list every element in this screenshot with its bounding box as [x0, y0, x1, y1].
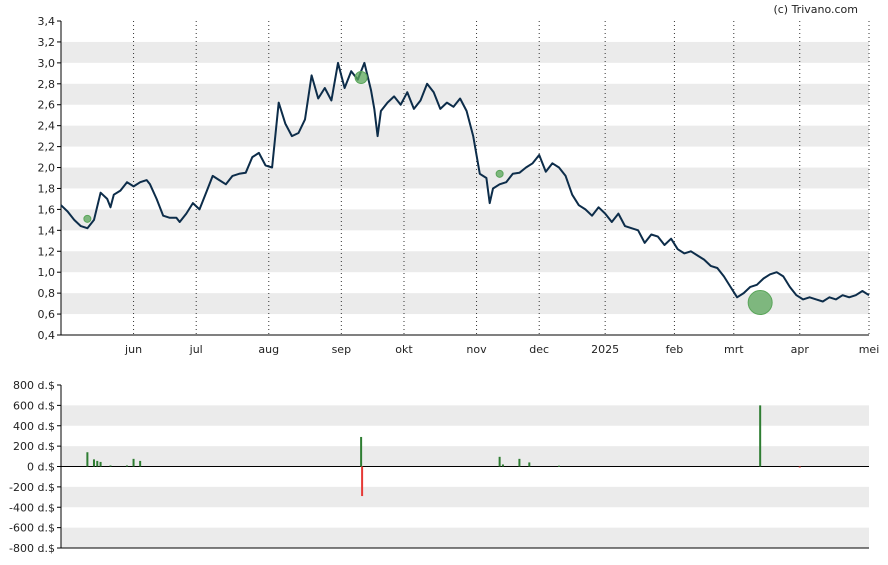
volume-bar: [109, 465, 112, 467]
x-tick-label: feb: [666, 343, 684, 356]
price-y-tick-label: 0,8: [38, 287, 56, 300]
x-tick-label: jul: [189, 343, 203, 356]
volume-y-tick-label: -400 d.$: [9, 501, 55, 514]
credit-text: (c) Trivano.com: [773, 3, 858, 16]
volume-y-tick-label: 800 d.$: [13, 379, 55, 392]
volume-bar: [86, 452, 89, 467]
volume-y-tick-label: -600 d.$: [9, 522, 55, 535]
price-y-tick-label: 3,4: [38, 15, 56, 28]
volume-bar: [125, 465, 128, 467]
x-tick-label: 2025: [591, 343, 619, 356]
volume-bar: [498, 456, 501, 467]
price-y-tick-label: 1,2: [38, 245, 56, 258]
volume-y-tick-label: -800 d.$: [9, 542, 55, 555]
price-y-tick-label: 1,4: [38, 224, 56, 237]
volume-bar: [92, 459, 95, 467]
volume-grid-band: [61, 446, 869, 467]
x-tick-label: dec: [529, 343, 549, 356]
price-y-tick-label: 2,6: [38, 99, 56, 112]
price-grid-band: [61, 251, 869, 273]
event-marker: [495, 169, 504, 178]
x-tick-label: aug: [258, 343, 279, 356]
x-tick-label: mrt: [724, 343, 744, 356]
x-tick-label: nov: [466, 343, 487, 356]
price-y-tick-label: 1,8: [38, 182, 56, 195]
volume-grid-band: [61, 405, 869, 426]
volume-bar: [518, 458, 521, 467]
volume-y-tick-label: 0 d.$: [27, 461, 55, 474]
volume-bar: [361, 466, 364, 497]
price-grid-band: [61, 209, 869, 231]
volume-bar: [139, 460, 142, 467]
event-marker: [83, 214, 92, 223]
volume-bar: [132, 458, 135, 467]
volume-bar: [360, 436, 363, 467]
volume-bar: [557, 465, 560, 467]
price-grid-band: [61, 125, 869, 147]
price-panel: jun jul aug sep okt nov dec 2025 feb mrt apr mei 3,4…: [38, 15, 880, 356]
price-y-tick-label: 2,4: [38, 120, 56, 133]
volume-panel: 800 d.$ 600 d.$ 400 d.$ 200 d.$ 0 d.$ -200 d.…: [9, 379, 869, 555]
price-y-tick-label: 2,8: [38, 78, 56, 91]
volume-y-tick-label: 200 d.$: [13, 440, 55, 453]
x-tick-label: jun: [124, 343, 142, 356]
volume-bar: [798, 466, 801, 468]
price-y-tick-label: 0,6: [38, 308, 56, 321]
volume-bar: [501, 464, 504, 467]
volume-grid-band: [61, 486, 869, 508]
price-y-tick-label: 1,0: [38, 266, 56, 279]
volume-y-tick-label: 400 d.$: [13, 420, 55, 433]
x-tick-label: apr: [791, 343, 810, 356]
volume-y-tick-label: -200 d.$: [9, 481, 55, 494]
price-series-line: [60, 61, 870, 303]
volume-bar: [96, 460, 99, 467]
price-y-tick-label: 3,0: [38, 57, 56, 70]
price-y-tick-label: 2,0: [38, 162, 56, 175]
price-y-tick-label: 1,6: [38, 203, 56, 216]
volume-bar: [759, 405, 762, 467]
volume-grid-band: [61, 527, 869, 548]
event-marker: [747, 290, 773, 316]
volume-y-tick-label: 600 d.$: [13, 399, 55, 412]
volume-bar: [528, 462, 531, 467]
x-tick-label: sep: [332, 343, 351, 356]
price-grid-band: [61, 83, 869, 105]
price-y-tick-label: 2,2: [38, 141, 56, 154]
event-marker: [354, 71, 368, 85]
price-y-tick-label: 0,4: [38, 329, 56, 342]
volume-bar: [99, 461, 102, 467]
x-tick-label: okt: [395, 343, 413, 356]
x-tick-label: mei: [859, 343, 880, 356]
price-y-tick-label: 3,2: [38, 36, 56, 49]
price-grid-band: [61, 41, 869, 63]
price-grid-band: [61, 167, 869, 189]
price-grid-band: [61, 293, 869, 315]
